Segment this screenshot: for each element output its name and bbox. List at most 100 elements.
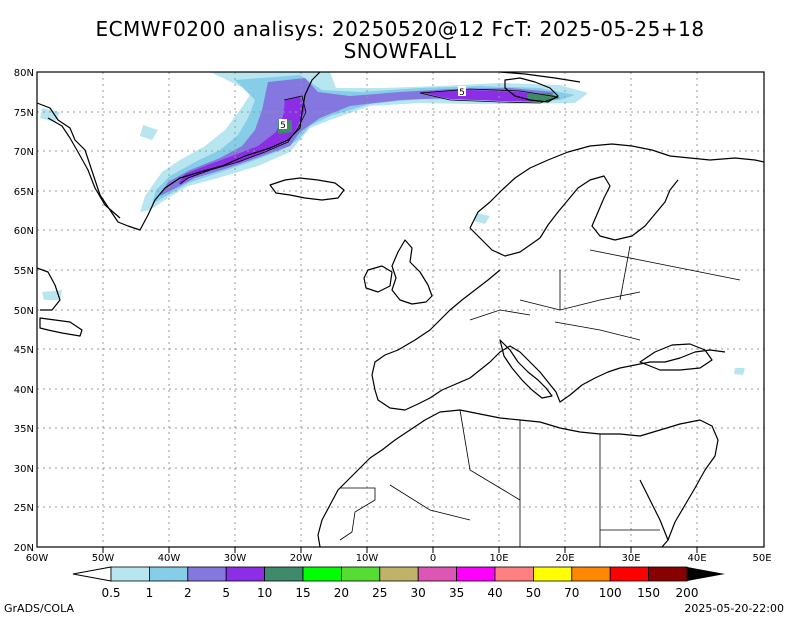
- coast-red-sea: [639, 479, 669, 541]
- footer-software: GrADS/COLA: [4, 602, 74, 615]
- lon-label-30W: 30W: [224, 553, 247, 564]
- lon-label-40W: 40W: [158, 553, 181, 564]
- snowfall-patch-greenland: [140, 125, 158, 140]
- legend-label: 0.5: [101, 586, 120, 600]
- coast-europe-west: [371, 269, 726, 411]
- country-borders: [339, 245, 741, 547]
- lat-label-20N: 20N: [14, 543, 34, 554]
- legend-swatch: [340, 566, 381, 582]
- chart-subtitle: SNOWFALL: [343, 39, 457, 63]
- snowfall-contours: [179, 88, 559, 185]
- legend-swatch: [533, 566, 573, 582]
- contour-label-2: 5: [280, 121, 286, 131]
- lon-label-50E: 50E: [752, 553, 771, 564]
- lon-label-10E: 10E: [489, 553, 508, 564]
- coast-svalbard-north: [499, 71, 581, 83]
- lat-label-35N: 35N: [14, 424, 34, 435]
- legend-swatch: [648, 566, 688, 582]
- coast-levant: [661, 419, 719, 548]
- legend-swatch: [417, 566, 458, 582]
- legend-label: 20: [334, 586, 349, 600]
- legend-swatch: [494, 566, 534, 582]
- legend-label: 200: [676, 586, 699, 600]
- snowfall-band-light: [140, 72, 588, 212]
- legend-label: 35: [449, 586, 464, 600]
- coast-greenland: [36, 71, 321, 231]
- lat-label-70N: 70N: [14, 147, 34, 158]
- legend-label: 70: [564, 586, 579, 600]
- coast-ireland: [363, 265, 393, 293]
- coast-newfoundland: [39, 317, 83, 337]
- coast-north-africa: [347, 409, 701, 481]
- legend-arrow-low: [72, 566, 112, 582]
- legend-label: 30: [411, 586, 426, 600]
- legend-label: 1: [146, 586, 154, 600]
- lat-label-65N: 65N: [14, 187, 34, 198]
- lon-labels: 60W 50W 40W 30W 20W 10W 0 10E 20E 30E 40…: [26, 553, 772, 564]
- contour-label-1: 5: [459, 88, 465, 98]
- lon-label-10W: 10W: [356, 553, 379, 564]
- lat-label-45N: 45N: [14, 345, 34, 356]
- legend-swatch: [379, 566, 419, 582]
- legend-label: 10: [257, 586, 272, 600]
- map-grid: [37, 72, 764, 547]
- legend-label: 2: [184, 586, 192, 600]
- lat-label-80N: 80N: [14, 68, 34, 79]
- lat-label-75N: 75N: [14, 108, 34, 119]
- coast-greenland-inner: [47, 117, 121, 219]
- lat-label-30N: 30N: [14, 464, 34, 475]
- lon-label-20W: 20W: [290, 553, 313, 564]
- legend-swatch: [110, 566, 150, 582]
- coast-west-africa: [317, 479, 349, 548]
- coast-scandinavia: [469, 143, 765, 229]
- lon-label-60W: 60W: [26, 553, 49, 564]
- coast-labrador: [36, 267, 61, 311]
- lat-label-60N: 60N: [14, 226, 34, 237]
- legend-swatch: [187, 566, 227, 582]
- legend-swatch: [456, 566, 496, 582]
- legend-arrow-high: [687, 567, 725, 581]
- lon-label-50W: 50W: [92, 553, 115, 564]
- coastlines: [36, 71, 765, 548]
- legend-swatch: [302, 566, 342, 582]
- lon-label-20E: 20E: [555, 553, 574, 564]
- legend-labels: 0.5 1 2 5 10 15 20 25 30 35 40 50 70 100 150 200: [101, 586, 698, 600]
- snowfall-band-medium: [152, 75, 575, 204]
- lat-label-55N: 55N: [14, 266, 34, 277]
- legend-swatch: [609, 566, 650, 582]
- legend-label: 40: [487, 586, 502, 600]
- chart-title: ECMWF0200 analisys: 20250520@12 FcT: 202…: [95, 17, 705, 41]
- coast-black-sea: [639, 343, 713, 371]
- lon-label-40E: 40E: [687, 553, 706, 564]
- map-frame: [36, 71, 765, 548]
- legend-swatch: [571, 566, 611, 582]
- legend-label: 25: [372, 586, 387, 600]
- lat-label-50N: 50N: [14, 306, 34, 317]
- footer-timestamp: 2025-05-20-22:00: [684, 602, 784, 615]
- lat-labels: 20N 25N 30N 35N 40N 45N 50N 55N 60N 65N …: [14, 68, 34, 554]
- lon-label-0: 0: [430, 553, 436, 564]
- contour-label-box-1: [458, 86, 466, 96]
- coast-italy: [499, 339, 553, 399]
- legend-label: 150: [637, 586, 660, 600]
- legend-label: 5: [222, 586, 230, 600]
- contour-label-box-2: [279, 119, 287, 129]
- color-legend: [72, 566, 725, 582]
- legend-label: 50: [526, 586, 541, 600]
- axis-ticks: [102, 547, 698, 553]
- coast-norway-south: [469, 227, 541, 257]
- legend-swatch: [148, 566, 189, 582]
- legend-swatch: [225, 566, 265, 582]
- legend-swatch: [264, 566, 304, 582]
- legend-label: 100: [599, 586, 622, 600]
- lat-label-25N: 25N: [14, 503, 34, 514]
- snowfall-patch-norway: [474, 213, 490, 224]
- legend-label: 15: [295, 586, 310, 600]
- snowfall-band-lavender: [160, 78, 555, 196]
- coast-sweden-finland: [539, 175, 679, 241]
- lon-label-30E: 30E: [621, 553, 640, 564]
- coast-britain: [391, 239, 433, 305]
- coast-iceland: [269, 177, 345, 201]
- snowfall-core-purple-svalbard: [420, 90, 556, 102]
